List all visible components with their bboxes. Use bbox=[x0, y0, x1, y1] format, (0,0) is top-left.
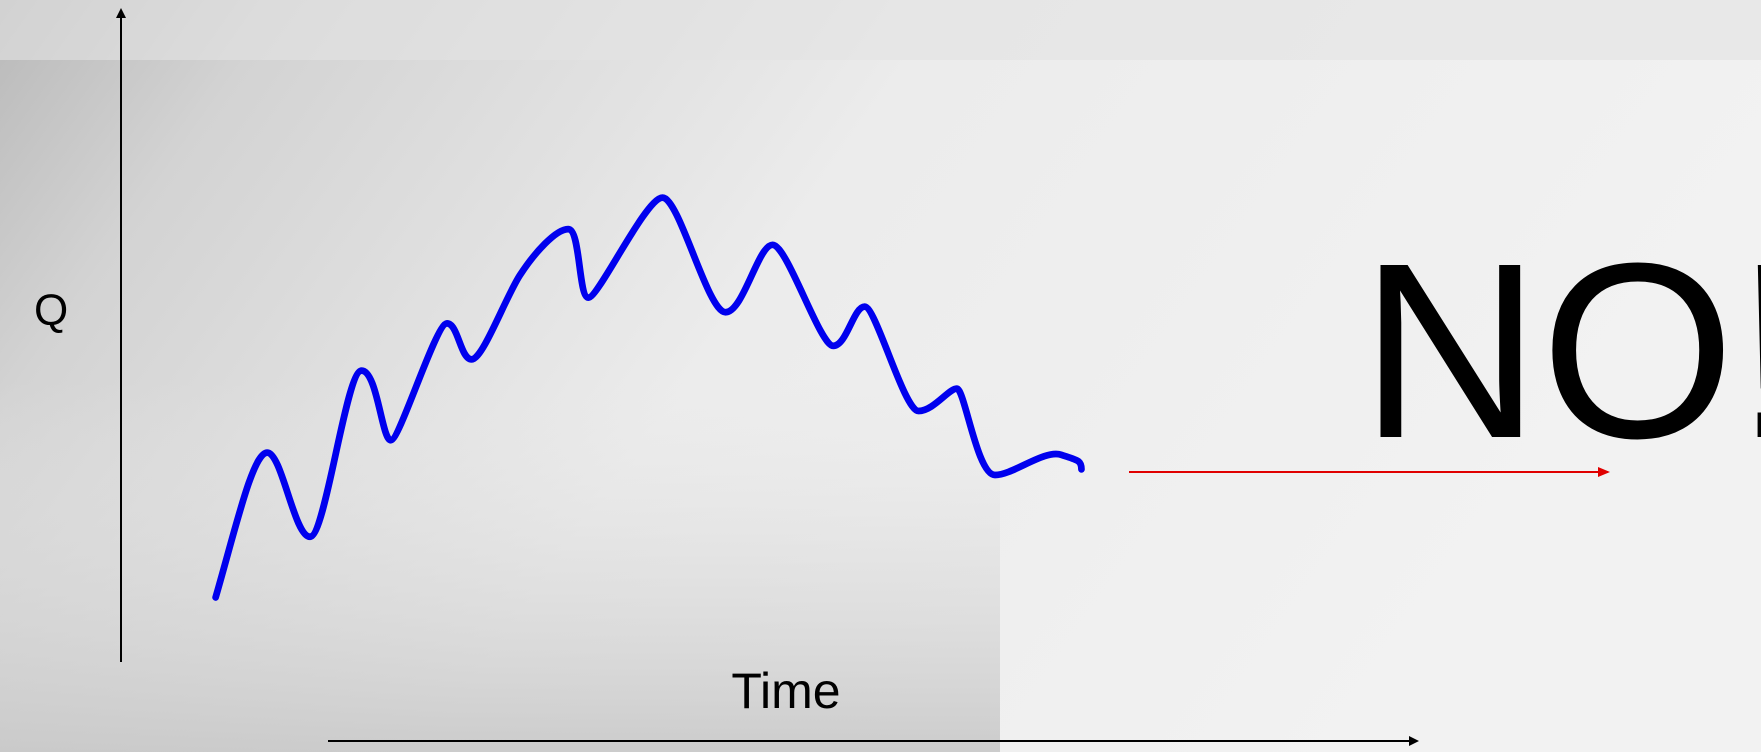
verdict-text: NO! bbox=[1360, 211, 1761, 490]
flow-curve-group bbox=[212, 194, 1085, 601]
y-axis-label: Q bbox=[34, 286, 68, 335]
flow-curve bbox=[212, 194, 1085, 601]
background-grass bbox=[0, 380, 1000, 752]
background-shore bbox=[0, 0, 1761, 60]
x-axis-label: Time bbox=[731, 663, 840, 719]
